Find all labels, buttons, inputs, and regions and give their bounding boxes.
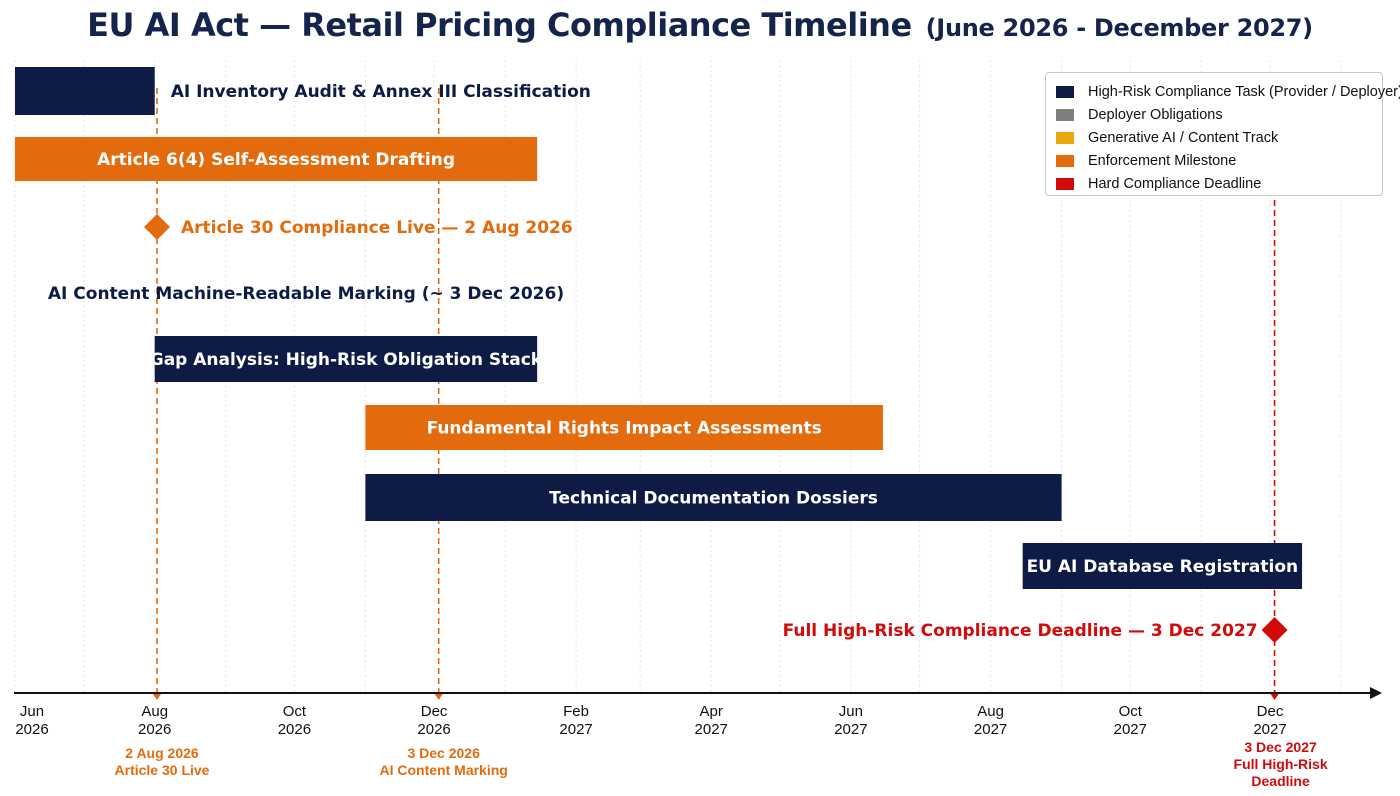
tick-label-month: Jun: [20, 703, 44, 720]
task-label: Fundamental Rights Impact Assessments: [427, 419, 822, 439]
milestone-diamond: [1261, 617, 1288, 643]
task-label: Article 6(4) Self-Assessment Drafting: [97, 150, 455, 170]
task-bar: [365, 474, 1062, 521]
legend-swatch: [1056, 108, 1074, 121]
reference-tick: [1270, 694, 1279, 700]
tick-label-month: Oct: [283, 703, 307, 720]
reference-lines: [156, 88, 1276, 693]
tick-label-year: 2027: [695, 721, 728, 738]
task-bar: [154, 336, 538, 382]
legend-label: Enforcement Milestone: [1088, 152, 1237, 169]
legend: High-Risk Compliance Task (Provider / De…: [1045, 72, 1400, 196]
legend-swatch: [1056, 154, 1074, 167]
legend-swatch: [1056, 131, 1074, 144]
chart-title: EU AI Act — Retail Pricing Compliance Ti…: [0, 6, 1400, 44]
task-label: EU AI Database Registration: [1027, 557, 1299, 577]
task-bar: [15, 67, 155, 115]
legend-label: High-Risk Compliance Task (Provider / De…: [1088, 83, 1400, 100]
tick-label-month: Dec: [1257, 703, 1284, 720]
milestone-label: Article 30 Compliance Live — 2 Aug 2026: [181, 218, 573, 238]
time-axis: Jun2026Aug2026Oct2026Dec2026Feb2027Apr20…: [14, 687, 1382, 789]
tick-label-month: Aug: [977, 703, 1004, 720]
tick-label-year: 2026: [417, 721, 450, 738]
title-subtitle: (June 2026 - December 2027): [925, 14, 1314, 42]
tick-label-month: Apr: [700, 703, 723, 720]
reference-note: Article 30 Live: [115, 762, 210, 778]
legend-label: Hard Compliance Deadline: [1088, 175, 1262, 192]
reference-note: Deadline: [1251, 773, 1310, 789]
milestone-label: AI Content Machine-Readable Marking (~ 3…: [48, 284, 564, 304]
tick-label-month: Aug: [141, 703, 168, 720]
task-bar: [365, 405, 883, 450]
legend-item: Enforcement Milestone: [1056, 149, 1372, 172]
tick-label-month: Dec: [421, 703, 448, 720]
reference-note: 2 Aug 2026: [125, 745, 199, 761]
title-main: EU AI Act — Retail Pricing Compliance Ti…: [87, 6, 912, 44]
reference-note: 3 Dec 2027: [1244, 739, 1317, 755]
tick-label-year: 2027: [974, 721, 1007, 738]
reference-note: 3 Dec 2026: [407, 745, 480, 761]
reference-tick: [152, 694, 161, 700]
task-bar: [1022, 543, 1303, 589]
legend-item: High-Risk Compliance Task (Provider / De…: [1056, 80, 1400, 103]
tick-label-year: 2027: [834, 721, 867, 738]
task-bar: [15, 137, 538, 181]
tick-label-year: 2027: [559, 721, 592, 738]
task-bars: AI Inventory Audit & Annex III Classific…: [15, 67, 1303, 589]
reference-tick: [434, 694, 443, 700]
tick-label-month: Feb: [563, 703, 589, 720]
legend-label: Deployer Obligations: [1088, 106, 1223, 123]
tick-label-year: 2027: [1253, 721, 1286, 738]
tick-label-year: 2026: [15, 721, 48, 738]
milestone-label: Full High-Risk Compliance Deadline — 3 D…: [783, 621, 1258, 641]
milestones: Article 30 Compliance Live — 2 Aug 2026 A…: [48, 214, 1288, 643]
task-label: AI Inventory Audit & Annex III Classific…: [171, 82, 591, 102]
task-label: Gap Analysis: High-Risk Obligation Stack: [150, 350, 543, 370]
legend-item: Deployer Obligations: [1056, 103, 1372, 126]
legend-item: Generative AI / Content Track: [1056, 126, 1372, 149]
legend-swatch: [1056, 177, 1074, 190]
tick-label-month: Jun: [839, 703, 863, 720]
legend-swatch: [1056, 85, 1074, 98]
tick-label-year: 2026: [278, 721, 311, 738]
tick-label-year: 2026: [138, 721, 171, 738]
reference-note: AI Content Marking: [380, 762, 508, 778]
milestone-diamond: [143, 214, 170, 240]
reference-note: Full High-Risk: [1234, 756, 1328, 772]
tick-label-month: Oct: [1119, 703, 1143, 720]
tick-label-year: 2027: [1114, 721, 1147, 738]
task-label: Technical Documentation Dossiers: [549, 489, 878, 509]
legend-item: Hard Compliance Deadline: [1056, 172, 1372, 195]
legend-label: Generative AI / Content Track: [1088, 129, 1279, 146]
